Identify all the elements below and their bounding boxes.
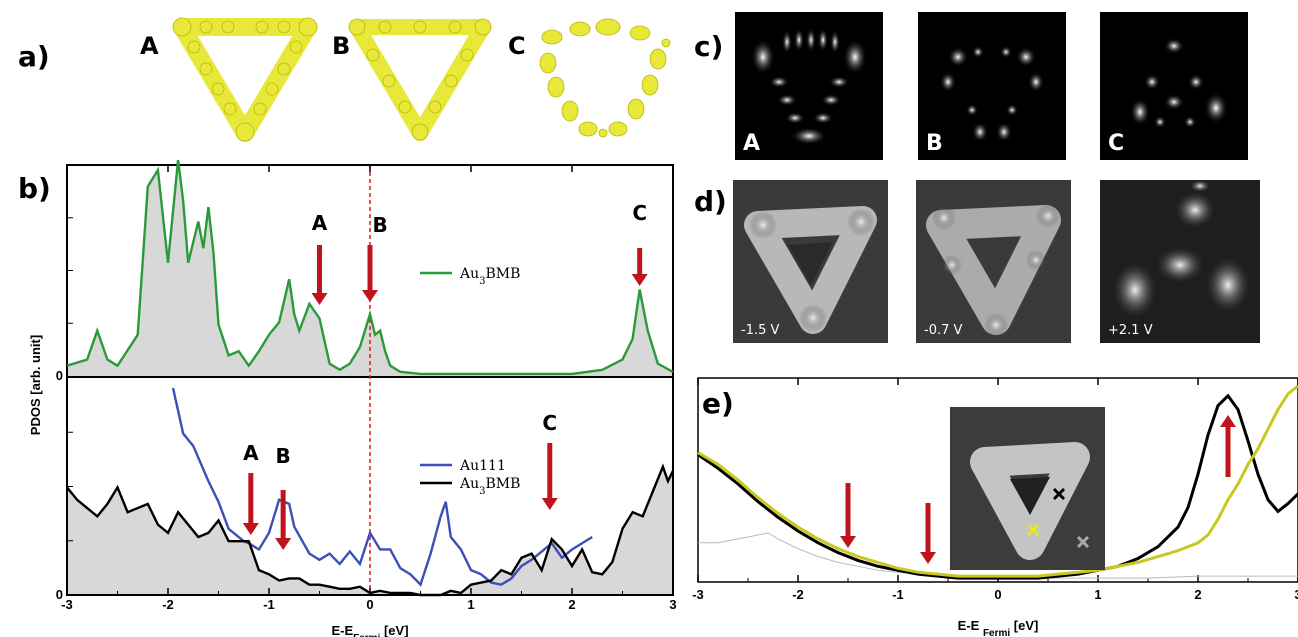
orbital-label-c: C — [508, 32, 526, 60]
sts-curve-yellow — [697, 384, 1298, 578]
annotation-bottom-c: C — [542, 411, 557, 435]
x-tick-label: -3 — [692, 587, 704, 602]
legend-label-top: Au3BMB — [459, 266, 520, 287]
arrow-top-a-head — [311, 293, 328, 305]
arrow-e-2-head — [920, 552, 936, 564]
simulated-image-a: A — [735, 12, 883, 160]
pdos-bottom-fill — [67, 466, 673, 595]
arrow-top-b-head — [362, 290, 378, 302]
annotation-bottom-a: A — [243, 441, 259, 465]
sts-curve-black — [697, 393, 1298, 580]
panel-label-d: d) — [694, 185, 727, 218]
inset-stm-image — [950, 407, 1105, 570]
y-tick-label-top: 0 — [56, 368, 63, 383]
x-tick-label: 2 — [1194, 587, 1201, 602]
orbital-isosurface-a — [172, 17, 318, 142]
arrow-bottom-b-head — [275, 538, 292, 550]
arrow-e-1-head — [840, 536, 856, 548]
orbital-label-b: B — [332, 32, 351, 60]
x-tick-label: 2 — [568, 597, 575, 612]
legend-label-au111: Au111 — [459, 458, 506, 474]
orbital-isosurface-b — [348, 18, 492, 141]
stm-bias-3: +2.1 V — [1108, 323, 1153, 338]
legend-label-au3bmb: Au3BMB — [459, 476, 520, 497]
stm-image-1: -1.5 V — [733, 180, 888, 343]
sts-curve-gray — [698, 532, 1298, 579]
orbital-isosurface-c — [539, 18, 671, 138]
simulated-image-c-label: C — [1108, 131, 1125, 156]
pdos-top-series-au3bmb — [66, 160, 674, 376]
close-icon — [1052, 487, 1066, 501]
simulated-image-b-label: B — [926, 131, 943, 156]
x-tick-label: 0 — [994, 587, 1001, 602]
sts-chart: -3 -2 -1 0 1 2 3 E-E Fermi [eV] — [692, 377, 1298, 637]
stm-bias-1: -1.5 V — [741, 323, 780, 338]
arrow-top-c-head — [631, 274, 648, 286]
pdos-bottom-series-au3bmb — [66, 463, 675, 597]
close-icon — [1076, 535, 1090, 549]
annotation-bottom-b: B — [276, 444, 291, 468]
x-tick-label: -2 — [792, 587, 804, 602]
pdos-top-fill — [67, 160, 673, 376]
annotation-top-b: B — [372, 213, 387, 237]
orbital-label-a: A — [140, 32, 159, 60]
x-tick-label: 0 — [366, 597, 373, 612]
annotation-top-a: A — [312, 211, 328, 235]
simulated-image-b: B — [918, 12, 1066, 160]
close-icon — [1026, 523, 1040, 537]
x-tick-label: 1 — [467, 597, 474, 612]
stm-image-2: -0.7 V — [916, 180, 1071, 343]
panel-label-e: e) — [702, 387, 734, 420]
x-tick-label: 3 — [669, 597, 676, 612]
x-tick-label: -2 — [162, 597, 174, 612]
x-tick-label: -1 — [263, 597, 275, 612]
x-axis-label: E-E Fermi [eV] — [958, 618, 1039, 637]
stm-bias-2: -0.7 V — [924, 323, 963, 338]
arrow-e-3-head — [1220, 415, 1236, 427]
panel-label-c: c) — [694, 30, 724, 63]
x-tick-label: 3 — [1294, 587, 1298, 602]
annotation-top-c: C — [632, 201, 647, 225]
x-tick-label: -3 — [61, 597, 73, 612]
arrow-bottom-c-head — [541, 498, 558, 510]
y-axis-label: PDOS [arb. unit] — [28, 335, 43, 435]
x-tick-label: 1 — [1094, 587, 1101, 602]
simulated-image-a-label: A — [743, 131, 761, 156]
arrow-bottom-a-head — [242, 523, 259, 535]
stm-image-3: +2.1 V — [1100, 180, 1260, 343]
x-tick-label: -1 — [892, 587, 904, 602]
panel-label-b: b) — [18, 172, 51, 205]
y-tick-label-bottom: 0 — [56, 587, 63, 602]
panel-label-a: a) — [18, 40, 50, 73]
simulated-image-c: C — [1100, 12, 1248, 160]
